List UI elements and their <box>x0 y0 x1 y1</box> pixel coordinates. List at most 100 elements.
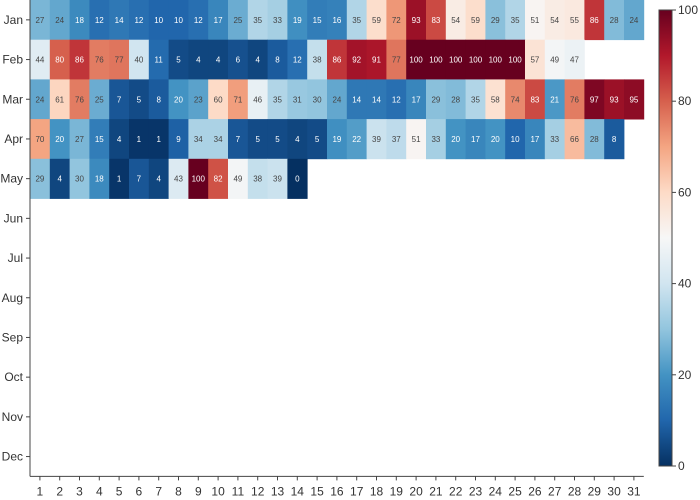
heatmap-cell <box>188 119 209 160</box>
heatmap-cell <box>327 0 348 41</box>
heatmap-cell <box>624 0 645 41</box>
heatmap-cell <box>109 158 130 199</box>
heatmap-cell <box>109 39 130 80</box>
heatmap-cell <box>208 158 229 199</box>
cell-value-label: 37 <box>392 135 401 144</box>
heatmap-cell <box>168 119 189 160</box>
heatmap-cell <box>228 158 249 199</box>
cell-value-label: 4 <box>196 56 201 65</box>
heatmap-cell <box>109 119 130 160</box>
heatmap-cell <box>525 39 546 80</box>
cell-value-label: 33 <box>550 135 559 144</box>
x-tick-label: 11 <box>232 484 245 498</box>
cell-value-label: 29 <box>35 175 44 184</box>
heatmap-cell <box>327 119 348 160</box>
heatmap-cell <box>327 79 348 120</box>
heatmap-cell <box>30 119 51 160</box>
heatmap-cell <box>208 39 229 80</box>
heatmap-cell <box>346 0 367 41</box>
cell-value-label: 27 <box>35 16 44 25</box>
x-tick-label: 26 <box>528 484 542 498</box>
y-tick-label: Mar <box>2 92 23 106</box>
y-tick-label: Sep <box>2 330 24 344</box>
heatmap-cell <box>228 119 249 160</box>
heatmap-cell <box>564 79 585 120</box>
y-axis: Jan Feb Mar Apr May Jun Jul Aug Sep Oct Nov Dec <box>0 0 31 477</box>
cell-value-label: 7 <box>117 95 122 104</box>
cell-value-label: 8 <box>156 95 161 104</box>
cell-value-label: 0 <box>295 175 300 184</box>
heatmap-cell <box>525 0 546 41</box>
heatmap-cell <box>307 79 328 120</box>
y-tick-label: Oct <box>4 370 23 384</box>
cell-value-label: 1 <box>156 135 161 144</box>
heatmap-cell <box>89 39 110 80</box>
x-tick-label: 10 <box>211 484 225 498</box>
cell-value-label: 77 <box>392 56 401 65</box>
cell-value-label: 34 <box>194 135 203 144</box>
heatmap-cell <box>247 119 268 160</box>
heatmap-cell <box>49 119 70 160</box>
cell-value-label: 100 <box>449 56 463 65</box>
cell-value-label: 57 <box>530 56 539 65</box>
x-tick-label: 8 <box>175 484 182 498</box>
cell-value-label: 5 <box>137 95 142 104</box>
x-tick-label: 28 <box>568 484 582 498</box>
heatmap-cell <box>129 0 150 41</box>
cell-value-label: 17 <box>214 16 223 25</box>
heatmap-cell <box>49 79 70 120</box>
heatmap-cell <box>208 0 229 41</box>
cell-value-label: 17 <box>412 95 421 104</box>
x-tick-label: 29 <box>588 484 602 498</box>
heatmap-cell <box>346 119 367 160</box>
cell-value-label: 51 <box>530 16 539 25</box>
cell-value-label: 76 <box>75 95 84 104</box>
heatmap-cell <box>465 0 486 41</box>
heatmap-cell <box>267 119 288 160</box>
cell-value-label: 19 <box>293 16 302 25</box>
cell-value-label: 30 <box>313 95 322 104</box>
colorbar-tick-label: 0 <box>678 459 685 473</box>
heatmap-cell <box>406 0 427 41</box>
heatmap-cell <box>89 119 110 160</box>
cell-value-label: 44 <box>35 56 44 65</box>
cell-value-label: 39 <box>372 135 381 144</box>
heatmap-cell <box>287 79 308 120</box>
cell-value-label: 8 <box>612 135 617 144</box>
heatmap-cell <box>267 79 288 120</box>
heatmap-cell <box>426 119 447 160</box>
cell-value-label: 12 <box>293 56 302 65</box>
heatmap-cell <box>327 39 348 80</box>
x-tick-label: 15 <box>310 484 324 498</box>
heatmap-cell <box>247 158 268 199</box>
heatmap-cell <box>525 119 546 160</box>
heatmap-cell <box>525 79 546 120</box>
heatmap-cell <box>69 39 90 80</box>
cell-value-label: 17 <box>471 135 480 144</box>
cell-value-label: 80 <box>55 56 64 65</box>
y-tick-label: Jun <box>4 211 23 225</box>
x-tick-label: 4 <box>96 484 103 498</box>
x-tick-label: 5 <box>116 484 123 498</box>
heatmap-cell <box>485 119 506 160</box>
x-tick-label: 6 <box>136 484 143 498</box>
heatmap-cell <box>208 79 229 120</box>
cell-value-label: 59 <box>471 16 480 25</box>
cell-value-label: 15 <box>313 16 322 25</box>
cell-value-label: 54 <box>550 16 559 25</box>
x-tick-label: 1 <box>37 484 44 498</box>
cell-value-label: 49 <box>233 175 242 184</box>
cell-value-label: 35 <box>253 16 262 25</box>
cell-value-label: 12 <box>194 16 203 25</box>
heatmap-cell <box>89 0 110 41</box>
heatmap-cell <box>228 39 249 80</box>
heatmap-cell <box>544 39 565 80</box>
cell-value-label: 16 <box>332 16 341 25</box>
heatmap-cell <box>109 79 130 120</box>
heatmap-cell <box>386 39 407 80</box>
cell-value-label: 82 <box>214 175 223 184</box>
heatmap-cell <box>30 39 51 80</box>
x-axis: 1 2 3 4 5 6 7 8 9 10 11 12 13 14 15 16 17 18 19 20 21 22 23 24 2… <box>30 475 644 498</box>
heatmap-cell <box>148 158 169 199</box>
x-tick-label: 13 <box>271 484 285 498</box>
